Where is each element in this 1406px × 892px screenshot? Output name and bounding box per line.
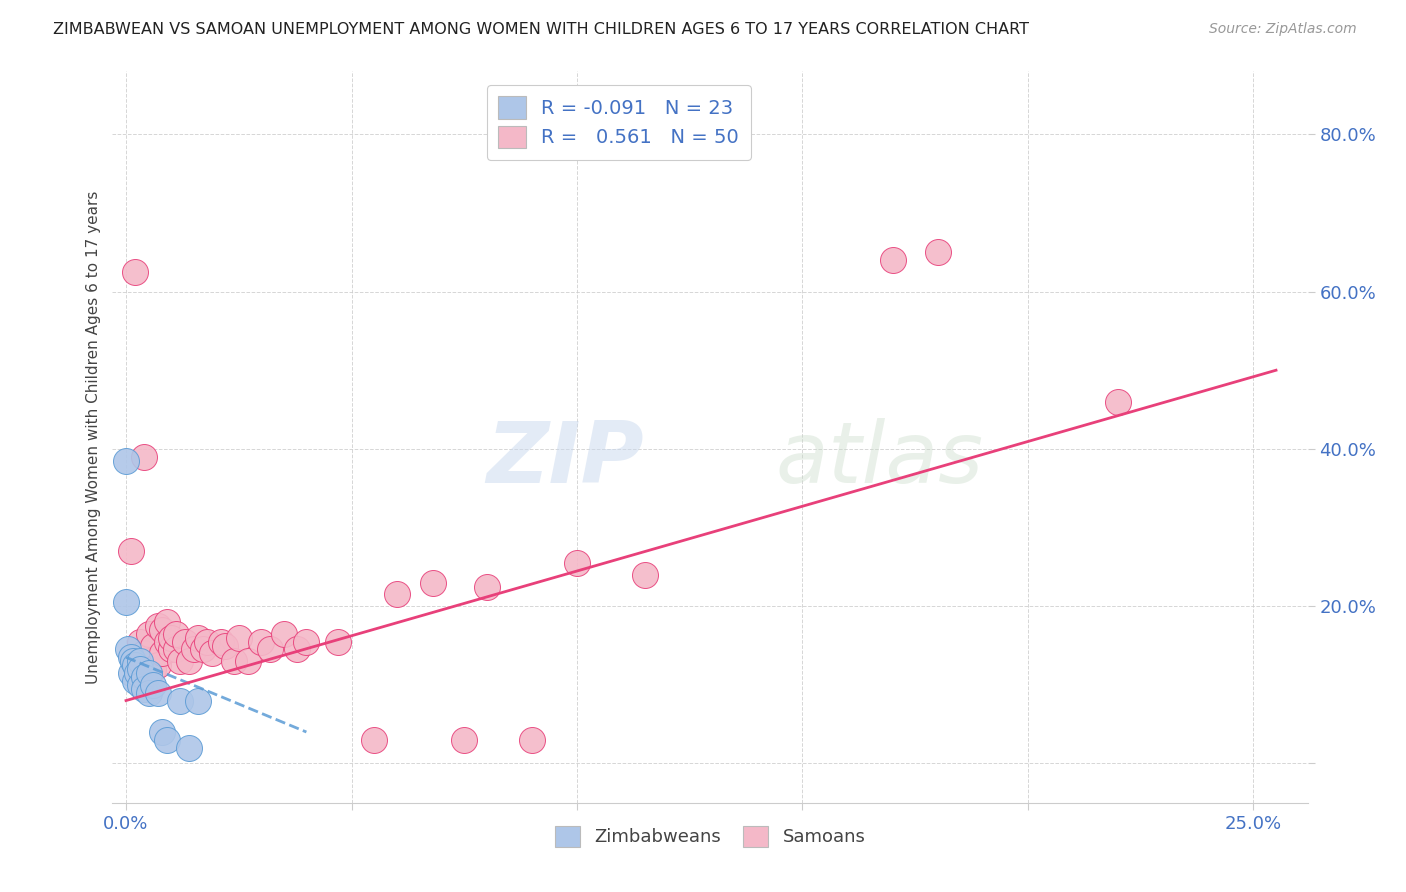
Text: Source: ZipAtlas.com: Source: ZipAtlas.com [1209,22,1357,37]
Point [128,678,150,692]
Point [363,732,385,747]
Point [120,666,142,681]
Point [142,662,165,676]
Point [155,732,177,747]
Point [326,634,349,648]
Point [115,453,138,467]
Point [120,544,142,558]
Point [1107,394,1129,409]
Point [146,619,169,633]
Point [187,693,209,707]
Point [128,634,150,648]
Point [132,681,155,696]
Point [295,634,318,648]
Point [150,646,173,660]
Point [115,595,138,609]
Text: atlas: atlas [776,417,984,500]
Point [633,567,655,582]
Point [385,587,408,601]
Point [160,631,183,645]
Point [138,666,160,681]
Point [214,639,236,653]
Point [191,642,214,657]
Point [250,634,273,648]
Point [882,253,904,268]
Point [179,740,201,755]
Point [132,646,155,660]
Point [132,450,155,464]
Point [127,666,149,681]
Point [179,654,201,668]
Legend: Zimbabweans, Samoans: Zimbabweans, Samoans [546,817,875,856]
Point [142,639,165,653]
Point [128,662,150,676]
Point [201,646,224,660]
Point [209,634,232,648]
Point [195,634,218,648]
Point [146,686,169,700]
Point [165,626,187,640]
Point [173,634,195,648]
Point [124,673,146,688]
Point [520,732,543,747]
Point [422,575,444,590]
Point [117,642,139,657]
Point [565,556,588,570]
Point [927,245,949,260]
Point [150,725,173,739]
Text: ZIMBABWEAN VS SAMOAN UNEMPLOYMENT AMONG WOMEN WITH CHILDREN AGES 6 TO 17 YEARS C: ZIMBABWEAN VS SAMOAN UNEMPLOYMENT AMONG … [53,22,1029,37]
Point [160,642,183,657]
Point [228,631,250,645]
Point [128,654,150,668]
Point [259,642,281,657]
Text: ZIP: ZIP [486,417,644,500]
Point [224,654,246,668]
Point [132,670,155,684]
Point [128,654,150,668]
Point [475,580,498,594]
Point [124,265,146,279]
Point [169,654,191,668]
Point [453,732,475,747]
Point [138,626,160,640]
Point [169,693,191,707]
Point [142,678,165,692]
Point [138,686,160,700]
Y-axis label: Unemployment Among Women with Children Ages 6 to 17 years: Unemployment Among Women with Children A… [86,190,101,684]
Point [121,654,143,668]
Point [155,634,177,648]
Point [273,626,295,640]
Point [165,642,187,657]
Point [155,615,177,629]
Point [187,631,209,645]
Point [120,650,142,665]
Point [124,658,146,673]
Point [183,642,205,657]
Point [138,654,160,668]
Point [146,658,169,673]
Point [236,654,259,668]
Point [287,642,309,657]
Point [150,623,173,637]
